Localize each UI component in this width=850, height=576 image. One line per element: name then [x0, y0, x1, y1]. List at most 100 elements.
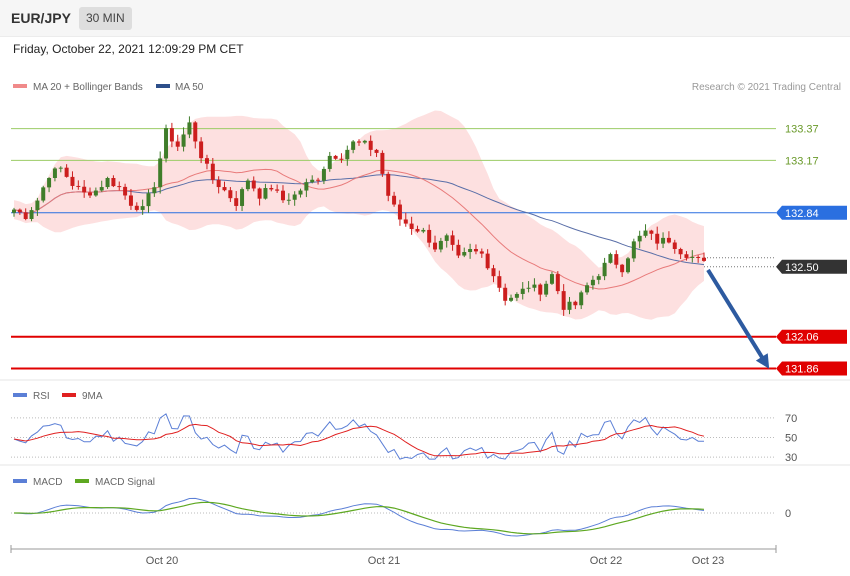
rsi-layer: 70 50 30 — [11, 413, 797, 464]
candle-body — [538, 284, 543, 295]
rsi-line — [13, 413, 704, 460]
header-bar: EUR/JPY 30 MIN — [0, 0, 850, 37]
candle-body — [210, 163, 215, 180]
credit-text: Research © 2021 Trading Central — [692, 82, 841, 93]
candle-body — [579, 292, 584, 306]
candle-body — [152, 187, 157, 194]
forecast-arrow-layer — [706, 268, 770, 369]
candle-body — [380, 152, 385, 174]
macd-legend-label: MACD — [33, 477, 62, 488]
candle-body — [509, 297, 514, 301]
candle-body — [41, 187, 46, 201]
rsi-tick-label: 70 — [785, 413, 797, 425]
candle-body — [333, 155, 338, 159]
candle-body — [187, 122, 192, 135]
candle-body — [409, 223, 414, 229]
candle-body — [134, 205, 139, 210]
candle-body — [169, 128, 174, 142]
ma50-legend-icon — [156, 84, 170, 88]
candle-body — [321, 168, 326, 181]
candle-body — [339, 158, 344, 160]
timeframe-button[interactable]: 30 MIN — [79, 7, 132, 30]
target-level-label: 133.37 — [785, 124, 819, 136]
candle-body — [403, 219, 408, 224]
rsi-ma-legend-label: 9MA — [82, 391, 103, 402]
candle-body — [47, 177, 52, 188]
rsi-legend-icon — [13, 393, 27, 397]
candle-body — [35, 200, 40, 211]
candle-body — [544, 283, 549, 295]
candle-body — [433, 242, 438, 250]
candle-body — [666, 237, 671, 243]
candle-body — [292, 194, 297, 200]
ma20-legend-label: MA 20 + Bollinger Bands — [33, 82, 143, 93]
candle-body — [625, 258, 630, 273]
bollinger-band — [14, 110, 704, 320]
candle-body — [690, 256, 695, 258]
candle-body — [392, 195, 397, 205]
candle-body — [479, 251, 484, 254]
candle-body — [275, 189, 280, 191]
macd-tick-label: 0 — [785, 508, 791, 520]
candle-body — [99, 187, 104, 191]
candle-body — [240, 189, 245, 206]
candle-body — [52, 168, 57, 178]
levels-layer: 133.37 133.17 132.84 132.50 132.06 131.86 — [11, 124, 847, 376]
candle-body — [216, 179, 221, 188]
candle-body — [12, 209, 16, 213]
candle-body — [649, 230, 654, 234]
candle-body — [421, 229, 426, 232]
forecast-arrow-head — [755, 353, 770, 369]
candle-body — [620, 264, 625, 273]
candle-body — [193, 122, 198, 142]
candle-body — [585, 285, 590, 293]
last-price-tag — [776, 259, 847, 274]
rsi-legend-label: RSI — [33, 391, 50, 402]
candle-body — [497, 276, 502, 288]
candle-body — [64, 167, 69, 177]
candle-body — [23, 212, 28, 219]
candles-layer — [12, 116, 706, 316]
candle-body — [93, 190, 98, 196]
candle-body — [164, 128, 169, 159]
candle-body — [438, 240, 443, 250]
forecast-arrow-shaft — [706, 268, 768, 365]
candle-body — [158, 158, 163, 188]
ma20-legend-icon — [13, 84, 27, 88]
candle-body — [345, 149, 350, 160]
candle-body — [362, 140, 367, 143]
candle-body — [468, 249, 473, 253]
candle-body — [386, 173, 391, 196]
candle-body — [514, 293, 519, 298]
candle-body — [357, 141, 361, 143]
candle-body — [608, 254, 613, 263]
symbol-title: EUR/JPY — [11, 10, 71, 26]
candle-body — [503, 287, 508, 301]
candle-body — [631, 241, 636, 259]
candle-body — [234, 198, 239, 206]
candle-body — [643, 230, 648, 236]
macd-signal-legend-icon — [75, 479, 89, 483]
candle-body — [88, 192, 93, 196]
candle-body — [304, 182, 309, 191]
candle-body — [175, 141, 180, 147]
candle-body — [111, 177, 116, 187]
macd-signal-legend-label: MACD Signal — [95, 477, 155, 488]
candle-body — [181, 134, 186, 147]
candle-body — [123, 186, 128, 196]
candle-body — [415, 228, 420, 232]
candle-body — [567, 301, 572, 310]
candle-body — [655, 233, 660, 244]
x-axis-tick-label: Oct 23 — [692, 555, 724, 567]
candle-body — [526, 287, 531, 289]
candle-body — [298, 190, 303, 195]
candle-body — [397, 204, 402, 220]
last-price-label: 132.50 — [785, 262, 819, 274]
candle-body — [82, 186, 87, 193]
candle-body — [637, 235, 642, 242]
candle-body — [257, 188, 262, 199]
support-level-tag — [776, 329, 847, 344]
candle-body — [462, 252, 467, 256]
candle-body — [351, 141, 356, 150]
